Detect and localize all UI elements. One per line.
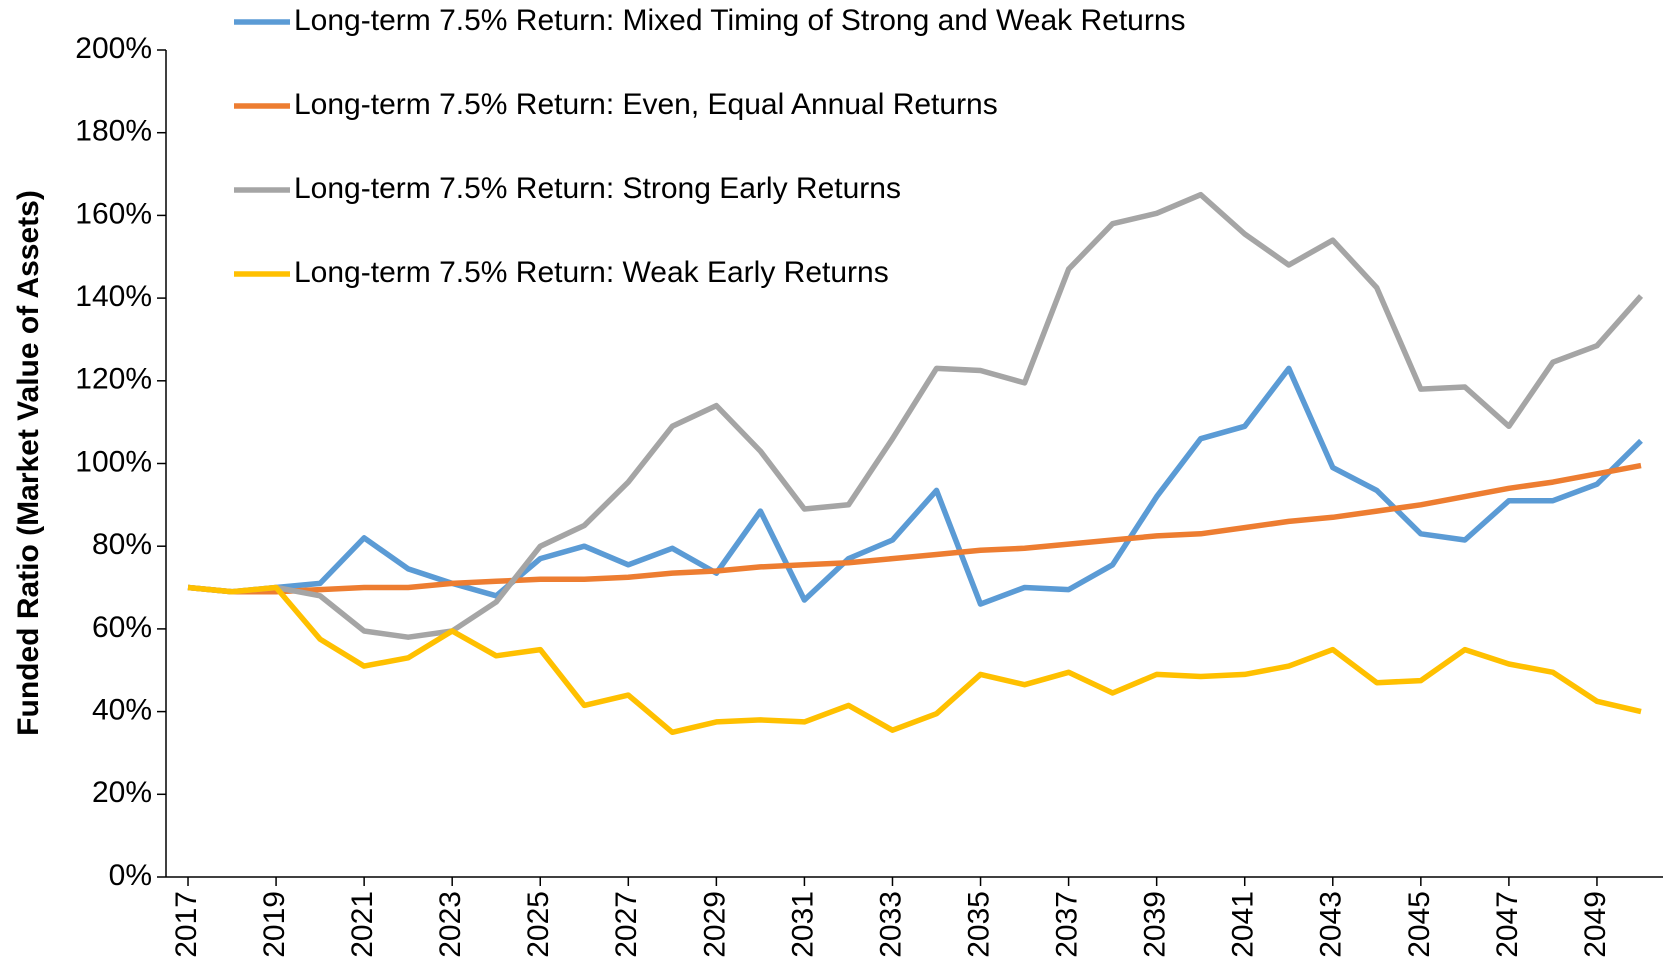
x-tick-label: 2027 (610, 891, 643, 958)
legend-label: Long-term 7.5% Return: Weak Early Return… (294, 256, 889, 289)
y-tick-label: 80% (92, 528, 152, 561)
x-tick-label: 2035 (962, 891, 995, 958)
x-tick-label: 2041 (1227, 891, 1260, 958)
x-tick-label: 2039 (1139, 891, 1172, 958)
x-tick-label: 2049 (1579, 891, 1612, 958)
x-tick-label: 2047 (1491, 891, 1524, 958)
legend-label: Long-term 7.5% Return: Mixed Timing of S… (294, 4, 1186, 37)
x-tick-label: 2045 (1403, 891, 1436, 958)
y-tick-label: 60% (92, 611, 152, 644)
x-tick-label: 2021 (346, 891, 379, 958)
x-tick-label: 2037 (1051, 891, 1084, 958)
y-tick-label: 20% (92, 776, 152, 809)
y-tick-label: 40% (92, 694, 152, 727)
x-tick-label: 2043 (1315, 891, 1348, 958)
y-tick-label: 100% (75, 445, 152, 478)
x-tick-label: 2019 (258, 891, 291, 958)
x-tick-label: 2031 (786, 891, 819, 958)
y-tick-label: 160% (75, 197, 152, 230)
series-line (187, 584, 1642, 736)
x-tick-label: 2025 (522, 891, 555, 958)
x-tick-label: 2023 (434, 891, 467, 958)
series-line (187, 462, 1642, 595)
y-tick-label: 120% (75, 363, 152, 396)
y-axis-label: Funded Ratio (Market Value of Assets) (12, 190, 45, 736)
x-tick-label: 2017 (170, 891, 203, 958)
series-line (187, 365, 1643, 607)
series-line (187, 191, 1644, 640)
y-tick-label: 0% (109, 859, 152, 892)
legend-label: Long-term 7.5% Return: Strong Early Retu… (294, 172, 901, 205)
y-tick-label: 140% (75, 280, 152, 313)
y-tick-label: 180% (75, 115, 152, 148)
legend-label: Long-term 7.5% Return: Even, Equal Annua… (294, 88, 998, 121)
y-tick-label: 200% (75, 32, 152, 65)
x-tick-label: 2033 (874, 891, 907, 958)
x-tick-label: 2029 (698, 891, 731, 958)
